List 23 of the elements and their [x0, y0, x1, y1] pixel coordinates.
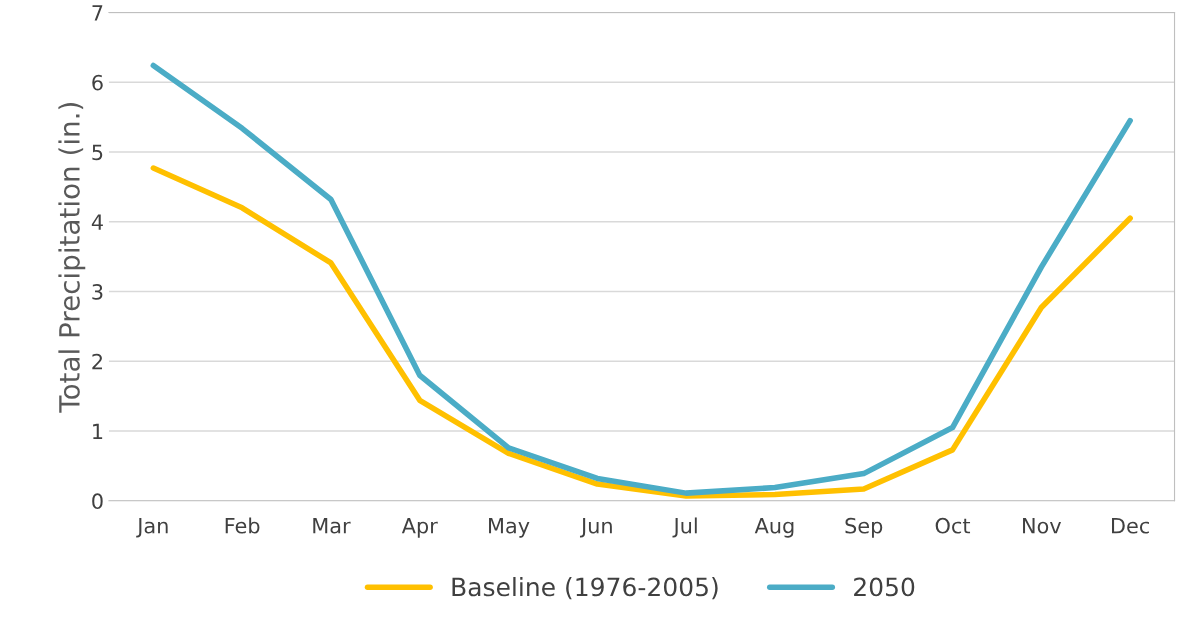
y-axis-title: Total Precipitation (in.): [58, 103, 86, 413]
y-tick-label: 4: [91, 214, 103, 230]
y-tick-label: 7: [92, 5, 103, 21]
x-tick-label: Aug: [754, 518, 794, 538]
x-tick-label: Jan: [136, 518, 168, 538]
legend-label: 2050: [854, 577, 915, 597]
x-tick-label: May: [489, 518, 530, 538]
x-tick-label: Feb: [225, 517, 260, 534]
y-tick-label: 2: [92, 353, 102, 370]
y-tick-label: 1: [93, 423, 103, 439]
y-tick-label: 5: [92, 144, 103, 161]
y-tick-label: 0: [92, 493, 103, 510]
x-tick-label: Jun: [579, 518, 612, 538]
x-tick-label: Nov: [1023, 518, 1062, 534]
x-tick-label: Oct: [935, 517, 971, 534]
legend-label: Baseline (1976-2005): [452, 577, 718, 600]
y-tick-label: 6: [92, 74, 103, 91]
x-tick-label: Mar: [313, 518, 351, 534]
x-tick-label: Apr: [401, 518, 438, 538]
x-tick-label: Sep: [845, 517, 883, 538]
y-tick-label: 3: [92, 283, 103, 300]
x-tick-label: Dec: [1112, 518, 1149, 534]
x-tick-label: Jul: [672, 517, 697, 538]
